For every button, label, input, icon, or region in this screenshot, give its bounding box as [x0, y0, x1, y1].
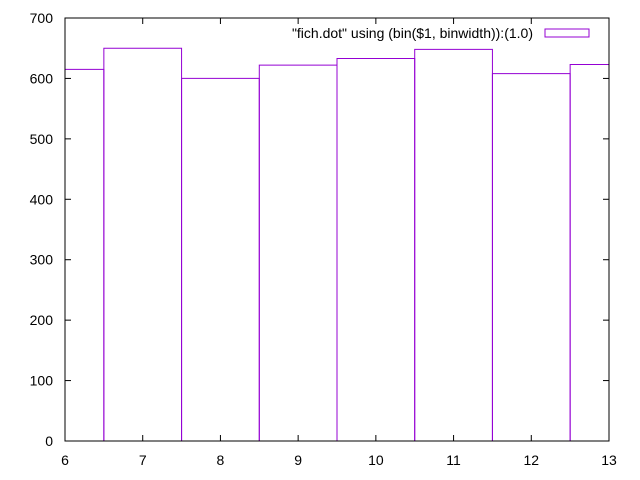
- histogram-bar-11: [414, 48, 493, 441]
- histogram-bar-9: [258, 64, 338, 441]
- x-tick-label-12: 12: [523, 452, 539, 468]
- bars-group: [64, 47, 610, 441]
- plot-border: [64, 17, 610, 442]
- y-tick-label-100: 100: [30, 373, 54, 389]
- y-tick-label-0: 0: [45, 433, 53, 449]
- histogram-bar-7: [103, 47, 183, 441]
- y-tick-label-600: 600: [30, 70, 54, 86]
- x-tick-label-7: 7: [139, 452, 147, 468]
- x-tick-label-6: 6: [61, 452, 69, 468]
- x-tick-label-10: 10: [368, 452, 384, 468]
- y-tick-label-700: 700: [30, 10, 54, 26]
- ticks-group: 0 100 200 300 400 500 600 700 6 7 8 9 10 11 12 13: [30, 10, 617, 468]
- y-tick-label-400: 400: [30, 191, 54, 207]
- histogram-bar-12: [491, 73, 571, 441]
- histogram-bar-8: [181, 77, 260, 441]
- axes-group: [64, 17, 610, 442]
- x-tick-label-8: 8: [217, 452, 225, 468]
- legend-swatch: [544, 28, 590, 38]
- legend-label: "fich.dot" using (bin($1, binwidth)):(1.…: [292, 25, 533, 41]
- x-tick-label-9: 9: [294, 452, 302, 468]
- histogram-bar-13: [569, 64, 610, 441]
- y-tick-label-500: 500: [30, 131, 54, 147]
- y-tick-label-200: 200: [30, 312, 54, 328]
- legend: "fich.dot" using (bin($1, binwidth)):(1.…: [292, 25, 590, 41]
- histogram-bar-6: [64, 68, 105, 441]
- x-tick-label-11: 11: [446, 452, 461, 468]
- y-tick-label-300: 300: [30, 252, 54, 268]
- x-tick-label-13: 13: [601, 452, 617, 468]
- histogram-bar-10: [336, 57, 416, 441]
